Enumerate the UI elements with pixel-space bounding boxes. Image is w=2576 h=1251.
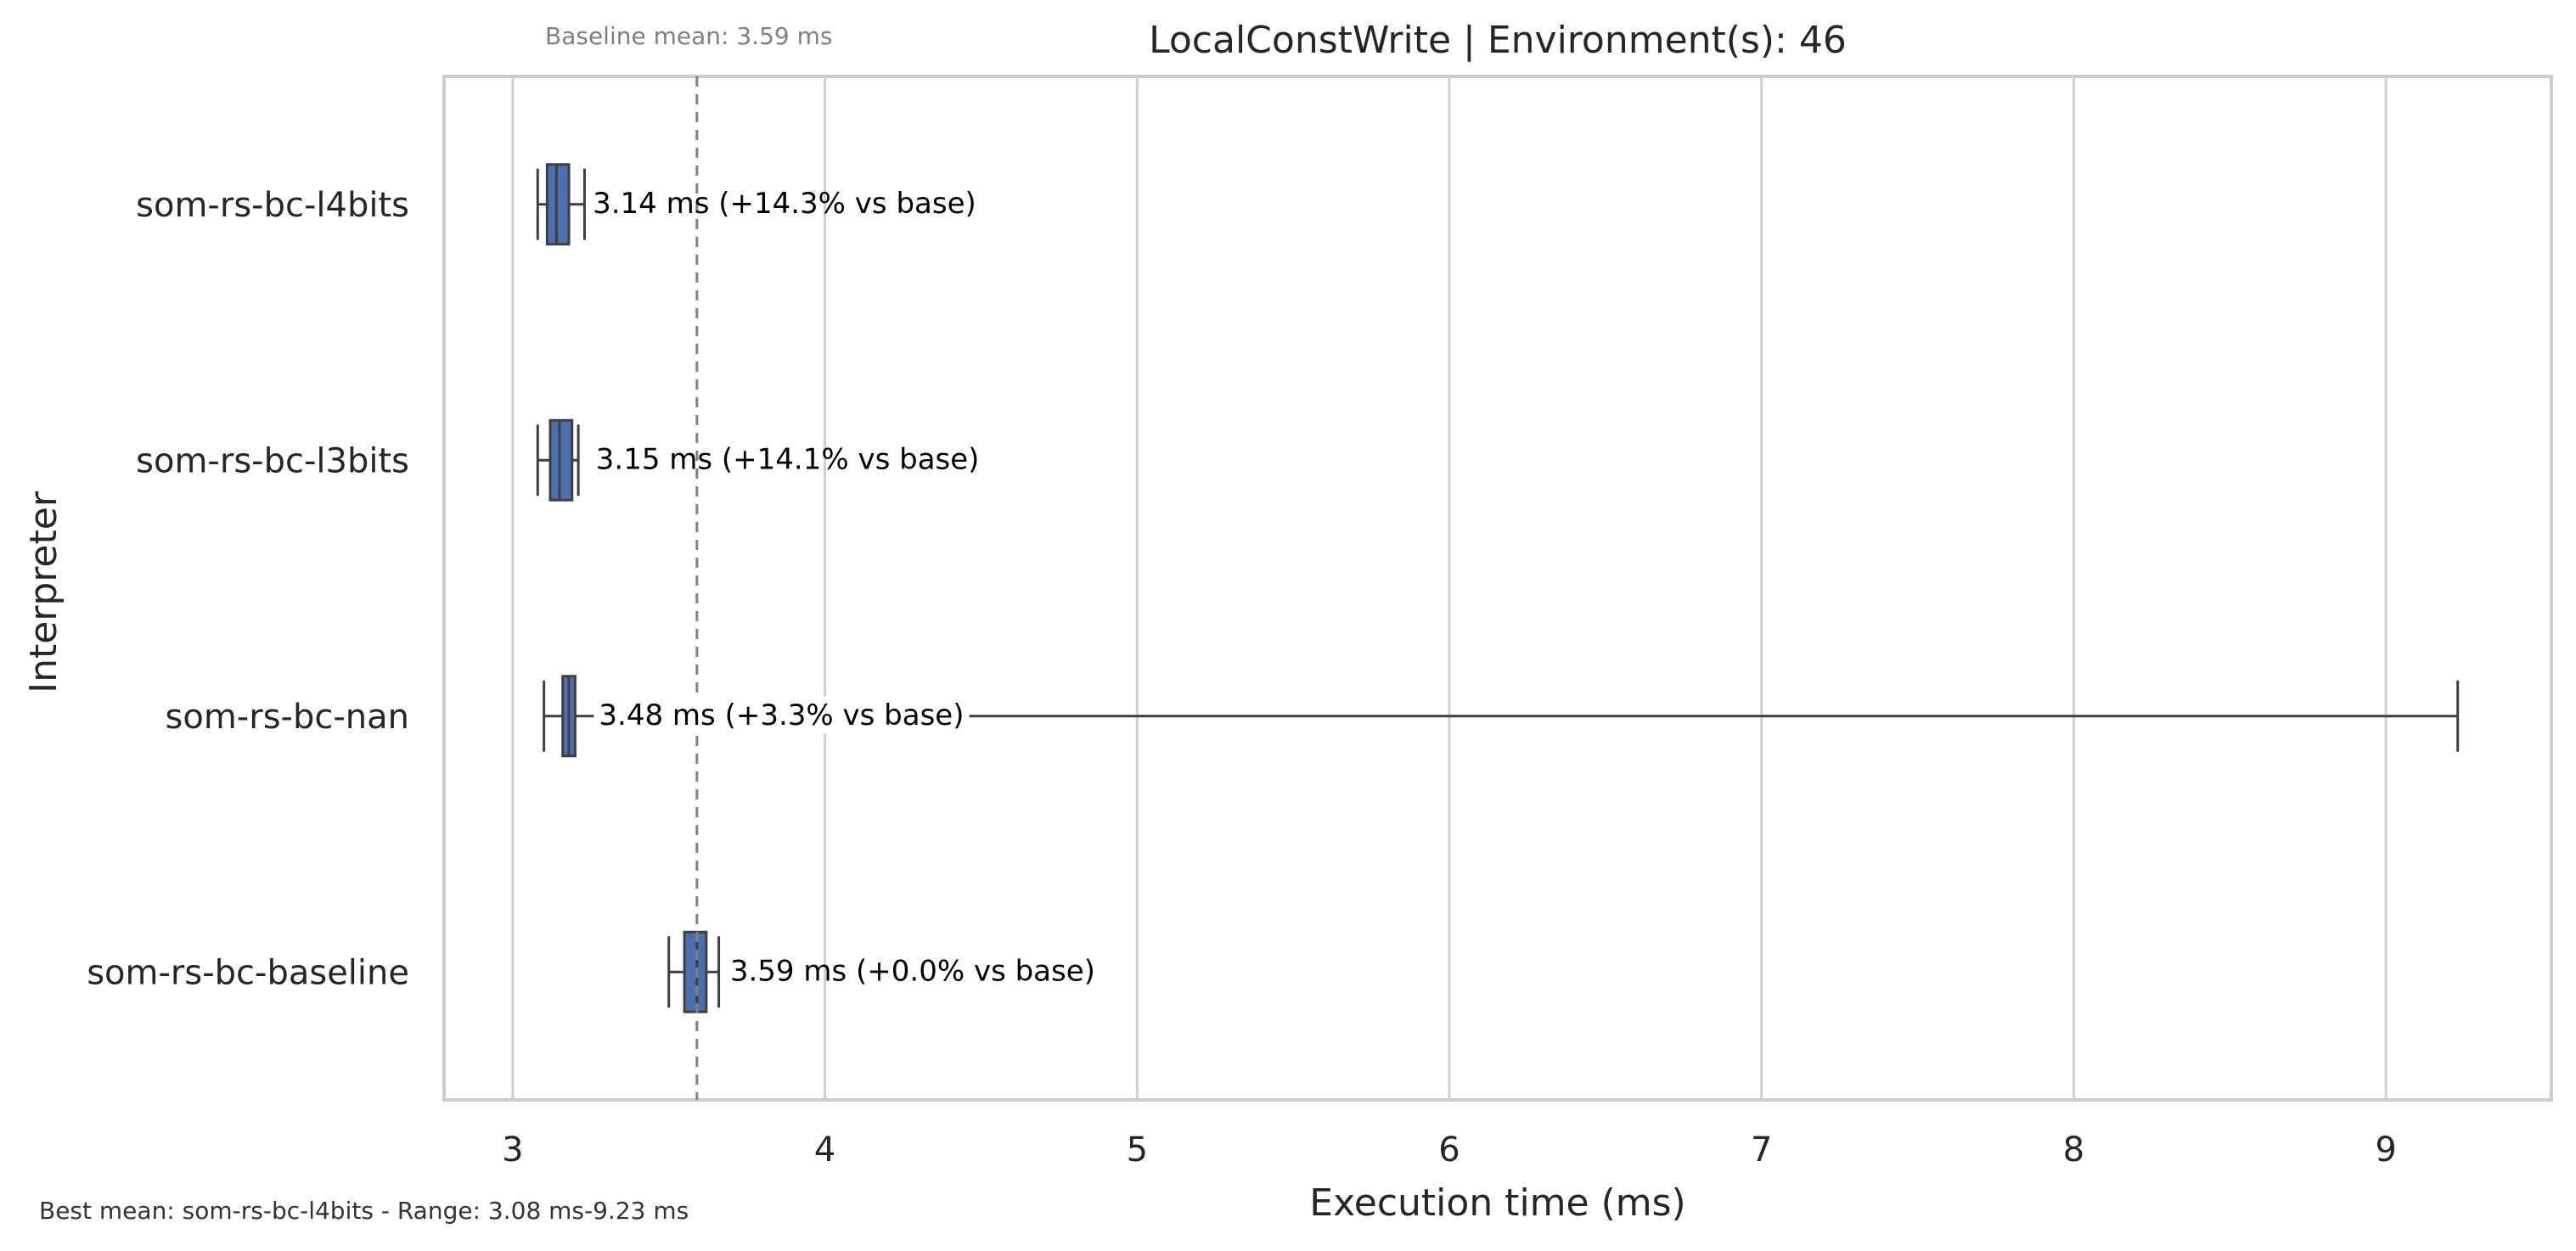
y-category-label: som-rs-bc-l3bits bbox=[136, 441, 409, 480]
y-category-labels: som-rs-bc-l4bits som-rs-bc-l3bits som-rs-b… bbox=[87, 186, 409, 993]
y-category-label: som-rs-bc-nan bbox=[166, 698, 409, 737]
annotation-label: 3.14 ms (+14.3% vs base) bbox=[593, 187, 976, 221]
x-axis-label: Execution time (ms) bbox=[1309, 1181, 1685, 1225]
y-category-label: som-rs-bc-l4bits bbox=[136, 186, 409, 225]
annotation-label: 3.59 ms (+0.0% vs base) bbox=[730, 954, 1095, 988]
grid-lines bbox=[511, 76, 2388, 1100]
chart-title: LocalConstWrite | Environment(s): 46 bbox=[1149, 19, 1847, 62]
x-tick-label: 7 bbox=[1751, 1130, 1772, 1170]
plot-frame bbox=[442, 75, 2553, 1102]
y-axis-label: Interpreter bbox=[22, 491, 65, 693]
x-tick-label: 6 bbox=[1438, 1130, 1460, 1170]
annotations: 3.14 ms (+14.3% vs base) 3.15 ms (+14.1% … bbox=[593, 187, 1095, 989]
annotation-label: 3.15 ms (+14.1% vs base) bbox=[596, 442, 980, 476]
x-tick-label: 5 bbox=[1127, 1130, 1148, 1170]
box-iqr bbox=[683, 930, 708, 1013]
box-iqr bbox=[548, 418, 574, 502]
x-tick-label: 3 bbox=[502, 1130, 523, 1170]
box-iqr bbox=[545, 163, 571, 246]
x-tick-labels: 3 4 5 6 7 8 9 bbox=[502, 1130, 2397, 1170]
annotation-bg bbox=[593, 696, 970, 734]
box-som-rs-bc-l4bits bbox=[536, 163, 586, 246]
annotation-label: 3.48 ms (+3.3% vs base) bbox=[599, 698, 964, 732]
footer-note: Best mean: som-rs-bc-l4bits - Range: 3.0… bbox=[39, 1197, 689, 1225]
x-tick-label: 8 bbox=[2063, 1130, 2084, 1170]
y-category-label: som-rs-bc-baseline bbox=[87, 953, 409, 992]
x-tick-label: 9 bbox=[2375, 1130, 2396, 1170]
baseline-label: Baseline mean: 3.59 ms bbox=[545, 22, 832, 50]
box-som-rs-bc-baseline bbox=[667, 930, 721, 1013]
x-tick-label: 4 bbox=[814, 1130, 835, 1170]
box-som-rs-bc-l3bits bbox=[536, 418, 580, 502]
